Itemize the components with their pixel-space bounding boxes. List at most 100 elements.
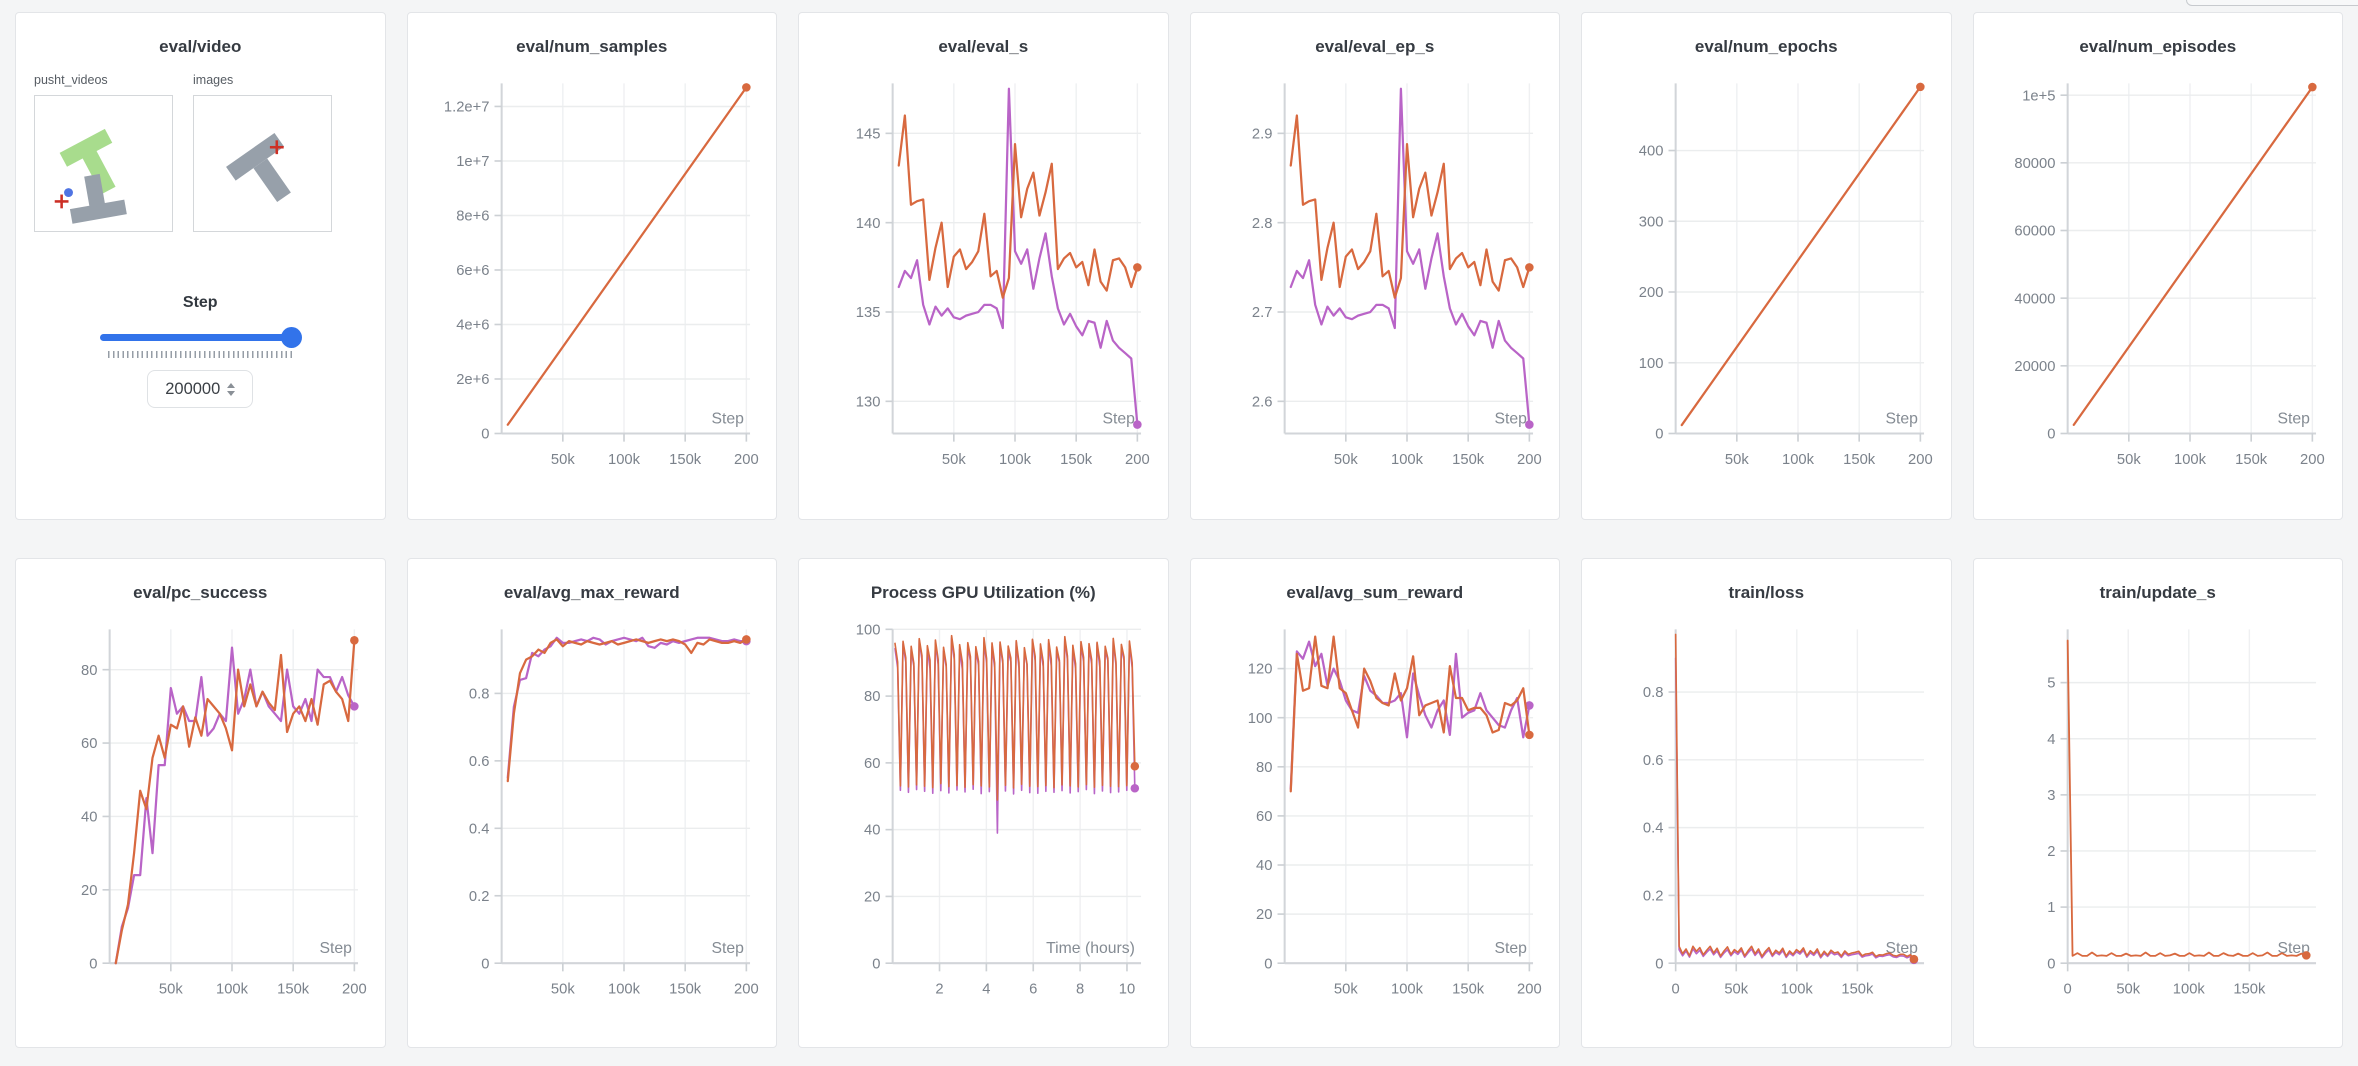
svg-text:80: 80 bbox=[864, 689, 880, 705]
panel-title: train/update_s bbox=[2099, 583, 2216, 602]
svg-text:0.4: 0.4 bbox=[1643, 821, 1664, 837]
svg-text:0: 0 bbox=[2047, 427, 2055, 443]
svg-text:150k: 150k bbox=[2235, 452, 2268, 468]
chart-eval-avg-max-reward[interactable]: 0 0.2 0.4 0.6 0.8 50k 100k 150k 200 Step bbox=[408, 611, 777, 1026]
svg-text:100k: 100k bbox=[1782, 452, 1815, 468]
svg-text:8e+6: 8e+6 bbox=[456, 209, 489, 225]
svg-text:Step: Step bbox=[1494, 410, 1527, 427]
svg-text:100: 100 bbox=[1639, 356, 1664, 372]
slider-tick-marks bbox=[108, 351, 293, 358]
pusht-scene-image bbox=[54, 128, 127, 224]
panel-eval-avg-sum-reward: eval/avg_sum_reward 0 20 40 60 80 100 120 50k 10… bbox=[1189, 558, 1560, 1048]
svg-text:Time (hours): Time (hours) bbox=[1046, 940, 1135, 957]
chart-eval-pc-success[interactable]: 0 20 40 60 80 50k 100k 150k 200 Step bbox=[16, 611, 385, 1026]
svg-text:0.4: 0.4 bbox=[468, 821, 489, 837]
svg-text:Step: Step bbox=[1885, 940, 1918, 957]
svg-text:200: 200 bbox=[1908, 452, 1933, 468]
chart-eval-num-epochs[interactable]: 0 100 200 300 400 50k 100k 150k 200 Step bbox=[1582, 65, 1951, 497]
media-label: pusht_videos bbox=[34, 73, 108, 87]
chart-eval-num-samples[interactable]: 0 2e+6 4e+6 6e+6 8e+6 1e+7 1.2e+7 50k 100k 150k 20… bbox=[408, 65, 777, 497]
svg-text:150k: 150k bbox=[277, 982, 310, 998]
svg-text:20: 20 bbox=[81, 883, 97, 899]
svg-text:50k: 50k bbox=[550, 452, 574, 468]
chart-eval-eval-s[interactable]: 130 135 140 145 50k 100k 150k 200 Step bbox=[799, 65, 1168, 497]
panel-title: eval/eval_ep_s bbox=[1315, 37, 1435, 56]
svg-text:100k: 100k bbox=[1391, 982, 1424, 998]
svg-text:Step: Step bbox=[711, 940, 744, 957]
panel-eval-avg-max-reward: eval/avg_max_reward 0 0.2 0.4 0.6 0.8 50k 100k… bbox=[406, 558, 777, 1048]
panel-eval-eval-s: eval/eval_s 130 135 140 145 50k 100k 150k 200 St… bbox=[798, 12, 1169, 520]
chart-train-loss[interactable]: 0 0.2 0.4 0.6 0.8 0 50k 100k 150k Step bbox=[1582, 611, 1951, 1026]
svg-text:2: 2 bbox=[935, 982, 943, 998]
svg-text:400: 400 bbox=[1639, 144, 1664, 160]
svg-text:150k: 150k bbox=[669, 452, 702, 468]
svg-text:40: 40 bbox=[1256, 858, 1272, 874]
svg-text:200: 200 bbox=[2300, 452, 2325, 468]
svg-text:80: 80 bbox=[1256, 760, 1272, 776]
svg-text:200: 200 bbox=[1517, 982, 1542, 998]
panel-title: eval/eval_s bbox=[938, 37, 1029, 56]
chart-eval-eval-ep-s[interactable]: 2.6 2.7 2.8 2.9 50k 100k 150k 200 Step bbox=[1191, 65, 1560, 497]
svg-text:200: 200 bbox=[734, 452, 759, 468]
panel-eval-video: eval/video pusht_videos bbox=[15, 12, 386, 520]
svg-text:4: 4 bbox=[2047, 732, 2055, 748]
panel-grid: eval/video pusht_videos bbox=[15, 12, 2343, 1048]
svg-text:0: 0 bbox=[1655, 427, 1663, 443]
svg-text:50k: 50k bbox=[550, 982, 574, 998]
panel-title: eval/avg_max_reward bbox=[503, 583, 680, 602]
svg-text:0: 0 bbox=[872, 956, 880, 972]
svg-text:150k: 150k bbox=[669, 982, 702, 998]
agent-dot bbox=[64, 188, 73, 198]
svg-text:40: 40 bbox=[864, 823, 880, 839]
svg-text:2.7: 2.7 bbox=[1251, 305, 1272, 321]
svg-text:50k: 50k bbox=[1725, 452, 1749, 468]
step-slider[interactable] bbox=[100, 326, 303, 348]
step-down-icon[interactable] bbox=[227, 390, 236, 396]
step-input[interactable]: 200000 bbox=[147, 370, 254, 408]
svg-text:300: 300 bbox=[1639, 214, 1664, 230]
svg-text:50k: 50k bbox=[2116, 982, 2140, 998]
svg-text:150k: 150k bbox=[1843, 452, 1876, 468]
svg-text:8: 8 bbox=[1076, 982, 1084, 998]
slider-track[interactable] bbox=[100, 334, 301, 341]
panel-eval-pc-success: eval/pc_success 0 20 40 60 80 50k 100k 150k 200 S… bbox=[15, 558, 386, 1048]
panel-title: eval/num_episodes bbox=[2079, 37, 2237, 56]
svg-text:40000: 40000 bbox=[2014, 291, 2055, 307]
svg-text:0: 0 bbox=[1655, 956, 1663, 972]
svg-text:Step: Step bbox=[1885, 410, 1918, 427]
panel-title: eval/num_samples bbox=[516, 37, 668, 56]
svg-text:100: 100 bbox=[1247, 711, 1272, 727]
svg-text:0.8: 0.8 bbox=[1643, 685, 1664, 701]
svg-text:5: 5 bbox=[2047, 676, 2055, 692]
svg-text:1: 1 bbox=[2047, 900, 2055, 916]
svg-text:100k: 100k bbox=[216, 982, 249, 998]
svg-text:0: 0 bbox=[481, 956, 489, 972]
panel-title: eval/pc_success bbox=[133, 583, 268, 602]
svg-text:60: 60 bbox=[81, 736, 97, 752]
svg-text:0: 0 bbox=[2047, 956, 2055, 972]
svg-text:200: 200 bbox=[1517, 452, 1542, 468]
svg-text:50k: 50k bbox=[1333, 982, 1357, 998]
svg-text:2.6: 2.6 bbox=[1251, 394, 1272, 410]
chart-train-update-s[interactable]: 0 1 2 3 4 5 0 50k 100k 150k Step bbox=[1974, 611, 2343, 1026]
step-up-icon[interactable] bbox=[227, 382, 236, 388]
chart-eval-avg-sum-reward[interactable]: 0 20 40 60 80 100 120 50k 100k 150k 200 Step bbox=[1191, 611, 1560, 1026]
svg-text:50k: 50k bbox=[1724, 982, 1748, 998]
svg-text:2.9: 2.9 bbox=[1251, 126, 1272, 142]
panel-eval-eval-ep-s: eval/eval_ep_s 2.6 2.7 2.8 2.9 50k 100k 150k 20… bbox=[1189, 12, 1560, 520]
slider-handle[interactable] bbox=[281, 327, 303, 348]
svg-text:50k: 50k bbox=[2116, 452, 2140, 468]
goal-cross bbox=[269, 140, 284, 155]
svg-text:1e+5: 1e+5 bbox=[2022, 88, 2055, 104]
stepper-arrows[interactable] bbox=[227, 382, 236, 396]
chart-process-gpu-utilization[interactable]: 0 20 40 60 80 100 2 4 6 8 10 Time (hours) bbox=[799, 611, 1168, 1026]
video-thumbnail-pusht-videos[interactable] bbox=[34, 95, 173, 232]
svg-text:135: 135 bbox=[856, 305, 881, 321]
svg-text:2: 2 bbox=[2047, 844, 2055, 860]
panel-eval-num-samples: eval/num_samples 0 2e+6 4e+6 6e+6 8e+6 1e+7 1.… bbox=[406, 12, 777, 520]
video-thumbnail-images[interactable] bbox=[193, 95, 332, 232]
chart-eval-num-episodes[interactable]: 0 20000 40000 60000 80000 1e+5 50k 100k 150k 200 S… bbox=[1974, 65, 2343, 497]
svg-text:0: 0 bbox=[481, 427, 489, 443]
svg-text:2.8: 2.8 bbox=[1251, 216, 1272, 232]
svg-text:80000: 80000 bbox=[2014, 156, 2055, 172]
